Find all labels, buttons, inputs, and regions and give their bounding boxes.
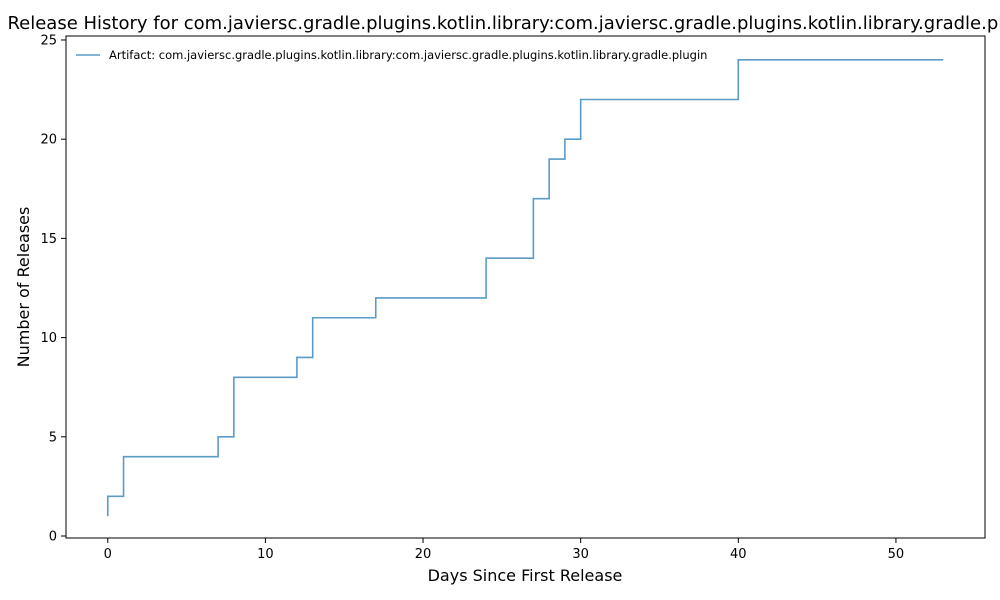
y-axis-label: Number of Releases [14, 207, 33, 368]
y-tick-label: 5 [49, 430, 57, 445]
x-tick-label: 40 [730, 547, 747, 562]
x-axis: 0 10 20 30 40 50 [104, 538, 905, 562]
chart-title: Release History for com.javiersc.gradle.… [7, 13, 1000, 34]
x-axis-label: Days Since First Release [428, 566, 623, 585]
series-line-0 [106, 59, 944, 517]
legend: Artifact: com.javiersc.gradle.plugins.ko… [76, 48, 707, 62]
x-tick-label: 0 [104, 547, 112, 562]
y-tick-label: 0 [49, 530, 57, 545]
plot-frame [65, 35, 986, 539]
y-tick-label: 25 [40, 33, 57, 48]
legend-label: Artifact: com.javiersc.gradle.plugins.ko… [109, 48, 707, 62]
series-layer [106, 59, 944, 517]
x-tick-label: 20 [415, 547, 432, 562]
x-tick-label: 10 [257, 547, 274, 562]
y-tick-label: 20 [40, 133, 57, 148]
x-tick-label: 30 [572, 547, 589, 562]
plot-area [65, 35, 986, 539]
y-tick-label: 15 [40, 232, 57, 247]
y-tick-label: 10 [40, 331, 57, 346]
x-tick-label: 50 [888, 547, 905, 562]
y-axis: 0 5 10 15 20 25 [40, 33, 66, 545]
